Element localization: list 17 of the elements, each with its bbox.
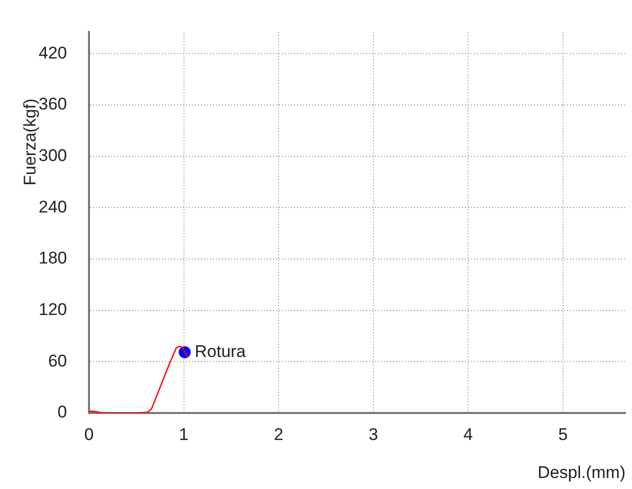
x-tick-label: 1 [179,424,189,444]
x-tick-label: 0 [84,424,94,444]
x-axis-title: Despl.(mm) [538,463,626,482]
x-tick-label: 2 [274,424,284,444]
y-tick-label: 0 [58,402,67,422]
y-tick-label: 60 [48,351,67,370]
series-label: Rotura [194,342,246,361]
x-tick-label: 3 [368,424,378,444]
y-axis-title: Fuerza(kgf) [20,98,40,186]
y-tick-label: 120 [38,300,67,319]
x-tick-label: 4 [463,424,473,444]
x-tick-label: 5 [558,424,568,444]
y-tick-label: 300 [38,146,67,165]
y-tick-label: 360 [38,94,67,114]
y-tick-label: 240 [38,197,67,216]
y-tick-label: 180 [38,248,67,268]
y-tick-label: 420 [38,43,67,62]
